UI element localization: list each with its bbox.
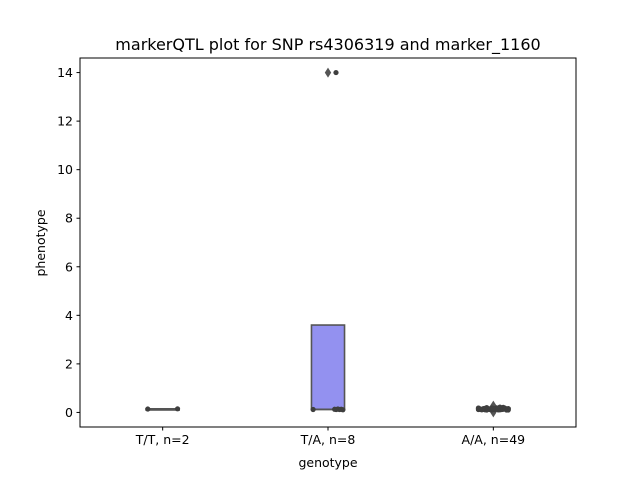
y-tick-label: 6 <box>65 259 73 274</box>
x-axis-title: genotype <box>298 455 357 470</box>
y-tick-label: 8 <box>65 211 73 226</box>
box-iqr <box>310 324 346 411</box>
x-tick-label: T/A, n=8 <box>300 432 356 447</box>
x-tick-label: T/T, n=2 <box>135 432 190 447</box>
y-tick-label: 10 <box>57 162 73 177</box>
data-point <box>332 406 338 412</box>
data-point <box>490 405 496 412</box>
x-tick-label: A/A, n=49 <box>462 432 526 447</box>
data-point <box>145 406 151 412</box>
data-point <box>310 406 316 413</box>
box-group <box>310 67 346 411</box>
y-tick-label: 4 <box>65 308 73 323</box>
y-tick-label: 12 <box>57 114 73 129</box>
data-point <box>174 406 181 412</box>
chart-title: markerQTL plot for SNP rs4306319 and mar… <box>115 35 540 55</box>
box-group <box>145 407 180 411</box>
outlier-marker <box>324 67 332 78</box>
y-tick-label: 0 <box>65 405 73 420</box>
y-axis-title: phenotype <box>33 209 48 276</box>
y-tick-label: 14 <box>57 65 73 80</box>
plot-area: 0 2 4 6 8 10 12 14 T/T, n=2 T/A, n=8 A/A, n=49 <box>57 65 525 447</box>
y-tick-label: 2 <box>65 356 73 371</box>
data-point <box>475 405 482 411</box>
data-point <box>333 69 339 76</box>
plot-frame <box>79 57 577 428</box>
